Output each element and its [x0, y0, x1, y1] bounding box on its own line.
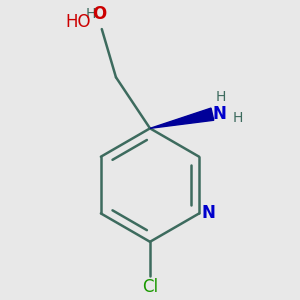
Text: H: H: [86, 7, 96, 21]
Text: N: N: [212, 105, 226, 123]
Text: H: H: [233, 111, 243, 125]
Text: O: O: [92, 5, 106, 23]
Polygon shape: [150, 108, 214, 128]
Text: Cl: Cl: [142, 278, 158, 296]
Text: H: H: [216, 90, 226, 104]
Text: N: N: [201, 204, 215, 222]
Text: HO: HO: [65, 13, 90, 31]
